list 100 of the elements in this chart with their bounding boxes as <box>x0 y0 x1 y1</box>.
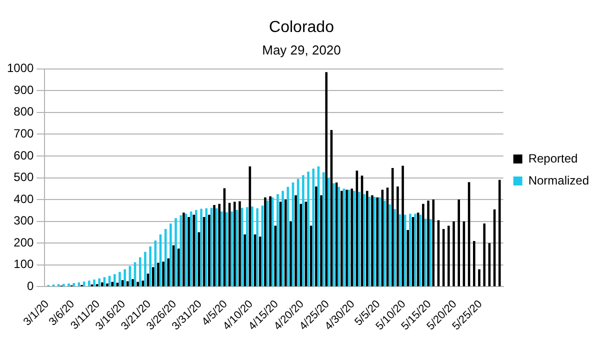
bar <box>68 283 70 286</box>
bar <box>269 196 272 286</box>
bar <box>238 201 241 286</box>
bar <box>472 240 476 286</box>
bar <box>213 204 216 286</box>
y-tick-label: 700 <box>14 126 34 140</box>
y-tick-label: 300 <box>14 214 34 228</box>
bar <box>208 214 210 286</box>
bar <box>256 208 258 286</box>
y-tick-label: 100 <box>14 257 34 272</box>
bar <box>432 200 435 286</box>
bar <box>233 202 236 286</box>
bar <box>350 188 353 286</box>
bar <box>498 180 501 286</box>
bar <box>312 168 315 286</box>
bar <box>264 197 266 286</box>
bar <box>251 206 254 286</box>
bar <box>376 197 378 286</box>
bar <box>244 234 246 286</box>
bar <box>180 215 182 286</box>
bar <box>182 212 185 286</box>
bar <box>384 200 386 286</box>
bar <box>358 192 360 286</box>
y-tick-label: 1000 <box>6 61 34 76</box>
bar <box>483 224 486 286</box>
y-tick-label: 900 <box>14 82 34 97</box>
bar <box>192 214 196 286</box>
bar <box>124 269 126 286</box>
bar <box>378 197 381 286</box>
bar <box>62 284 65 286</box>
bar <box>402 166 404 286</box>
bar <box>149 246 152 286</box>
bar <box>246 207 248 286</box>
bar <box>162 262 164 286</box>
bar <box>340 190 343 286</box>
bar <box>230 212 233 286</box>
bar <box>396 186 399 286</box>
bar <box>366 190 368 286</box>
bar <box>188 216 190 286</box>
bar <box>338 186 340 286</box>
bar <box>93 280 96 286</box>
bar <box>106 283 108 286</box>
bar <box>458 200 460 286</box>
bar <box>427 200 430 286</box>
bar <box>332 183 335 286</box>
bar <box>72 283 76 286</box>
bar <box>294 195 297 286</box>
legend-label: Normalized <box>528 173 589 188</box>
bar <box>286 186 290 286</box>
bar <box>167 258 170 286</box>
bar <box>282 190 284 286</box>
bar <box>307 172 310 286</box>
bar <box>363 194 366 286</box>
y-tick-label: 500 <box>14 170 34 184</box>
bar <box>136 282 139 286</box>
bar <box>271 197 274 286</box>
bar <box>346 190 348 286</box>
bar <box>144 252 146 286</box>
y-tick-label: 600 <box>14 148 34 162</box>
bar <box>205 208 208 286</box>
bar <box>352 190 356 286</box>
bar <box>290 221 292 286</box>
bar <box>157 262 160 286</box>
bar <box>152 267 154 286</box>
bar <box>302 175 304 286</box>
bar <box>320 195 322 286</box>
bar <box>258 236 262 286</box>
bar <box>126 281 129 286</box>
bar <box>409 214 412 286</box>
bar <box>132 279 134 286</box>
y-tick-label: 800 <box>14 104 34 119</box>
bar <box>452 221 455 286</box>
chart-subtitle: May 29, 2020 <box>262 42 341 58</box>
legend-label: Reported <box>528 151 578 166</box>
bar <box>478 269 480 286</box>
bar <box>371 195 374 286</box>
bar <box>111 282 114 286</box>
bar <box>138 257 142 286</box>
bar <box>328 178 330 286</box>
bar <box>98 278 100 286</box>
bar <box>300 204 302 286</box>
bar <box>218 204 220 286</box>
bar <box>406 230 410 286</box>
bar <box>414 214 416 286</box>
bar <box>276 194 279 286</box>
chart-title: Colorado <box>269 19 334 36</box>
bar <box>170 224 172 286</box>
bar <box>101 282 104 286</box>
bar <box>113 274 116 286</box>
bar <box>118 272 121 286</box>
y-tick-label: 400 <box>14 192 34 206</box>
bar <box>195 210 198 286</box>
bar <box>315 186 318 286</box>
bar <box>448 226 450 286</box>
y-tick-label: 0 <box>27 279 34 294</box>
bar <box>174 218 177 286</box>
bar <box>422 204 424 286</box>
y-tick-label: 200 <box>14 235 34 250</box>
bar <box>325 72 328 286</box>
bar <box>226 212 228 286</box>
